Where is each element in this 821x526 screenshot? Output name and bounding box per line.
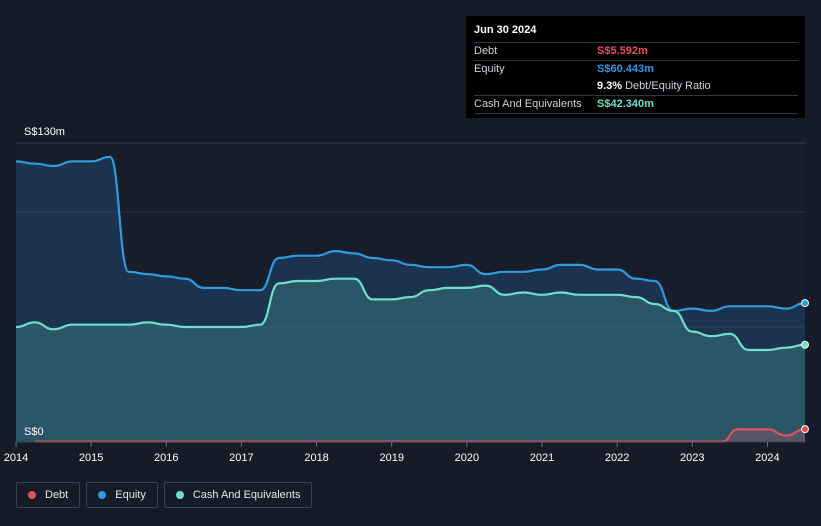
equity-end-marker [801,299,809,308]
debt-dot-icon [28,491,36,499]
tooltip-ratio-label: Debt/Equity Ratio [625,80,711,92]
x-tick-label: 2015 [79,452,103,464]
cash-and-equivalents-end-marker [801,340,809,349]
cash-and-equivalents-area [16,278,805,442]
x-tick-label: 2018 [304,452,328,464]
tooltip-cash-row: Cash And Equivalents S$42.340m [474,96,798,114]
tooltip-cash-label: Cash And Equivalents [474,98,582,110]
tooltip-cash-value: S$42.340m [597,98,654,110]
tooltip-equity-label: Equity [474,63,505,75]
x-tick-label: 2024 [755,452,779,464]
series-layer [15,155,809,443]
x-axis: 2014 2015 2016 2017 2018 2019 2020 2021 2022 2023… [4,441,805,464]
legend-cash-label: Cash And Equivalents [192,489,301,501]
gridlines [16,142,805,328]
debt-area [34,429,806,442]
tooltip-debt-row: Debt S$5.592m [474,43,798,61]
legend-item-equity[interactable]: Equity [86,482,158,508]
tooltip-ratio-row: 9.3% Debt/Equity Ratio [474,78,798,96]
debt-end-marker [801,425,809,434]
x-tick-label: 2022 [605,452,629,464]
legend-item-debt[interactable]: Debt [16,482,81,508]
legend-debt-label: Debt [45,489,69,501]
x-tick-label: 2020 [455,452,479,464]
tooltip-equity-row: Equity S$60.443m [474,61,798,78]
tooltip-debt-value: S$5.592m [597,45,648,57]
x-tick-label: 2014 [4,452,28,464]
x-tick-label: 2021 [530,452,554,464]
x-tick-label: 2017 [229,452,253,464]
tooltip-debt-label: Debt [474,45,498,57]
legend-item-cash[interactable]: Cash And Equivalents [163,482,313,508]
equity-dot-icon [98,491,107,499]
x-tick-label: 2016 [154,452,178,464]
y-axis-top-label: S$130m [24,126,65,138]
equity-area [16,156,805,443]
tooltip: Jun 30 2024 Debt S$5.592m Equity S$60.44… [466,16,805,118]
y-axis-zero-label: S$0 [24,426,44,438]
cash-dot-icon [175,491,184,499]
tooltip-equity-value: S$60.443m [597,63,654,75]
cash-and-equivalents-line [15,277,806,352]
tooltip-date: Jun 30 2024 [474,22,798,43]
x-tick-label: 2019 [379,452,403,464]
legend-equity-label: Equity [115,489,146,501]
plot-background [16,143,805,442]
tooltip-ratio-value: 9.3% [597,80,623,92]
x-tick-label: 2023 [680,452,704,464]
legend: Debt Equity Cash And Equivalents [16,482,313,508]
